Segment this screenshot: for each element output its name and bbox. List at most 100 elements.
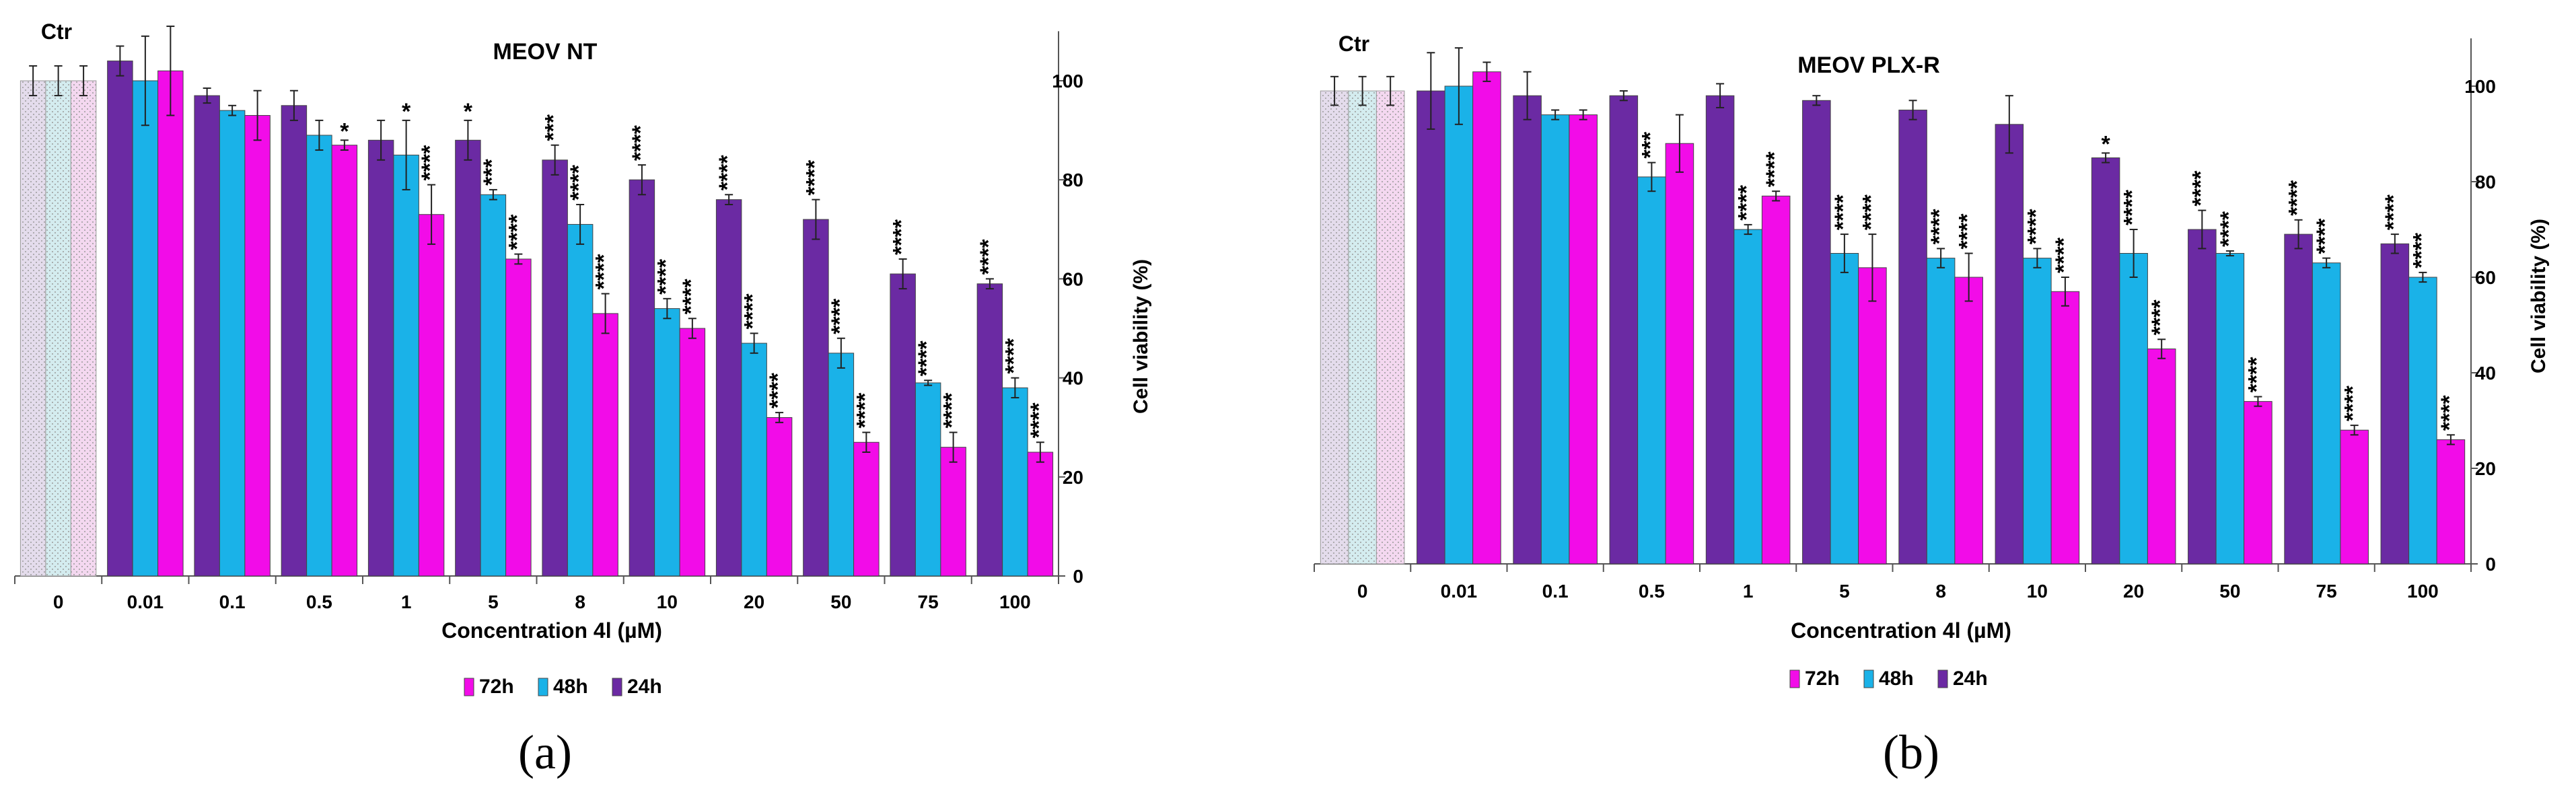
bar-24h: [1995, 124, 2024, 565]
bar-24h: [367, 139, 394, 577]
significance-label: *: [340, 118, 349, 144]
significance-label: ****: [2147, 299, 2173, 336]
bar-24h: [2380, 243, 2410, 565]
y-tick-label: 60: [1063, 268, 1083, 289]
y-tick-label: 40: [2475, 363, 2496, 384]
significance-label: ****: [653, 258, 678, 295]
control-label: Ctr: [41, 20, 72, 44]
bar-24h: [2188, 229, 2217, 565]
bar-72h: [244, 115, 271, 577]
significance-label: ****: [592, 254, 617, 290]
bar-48h: [1540, 114, 1570, 565]
significance-label: ****: [1001, 338, 1026, 374]
bar-72h: [1665, 143, 1694, 565]
bar-48h: [567, 223, 594, 577]
bar-72h: [2147, 349, 2176, 565]
y-tick-label: 80: [2475, 172, 2496, 192]
bar-72h: [1027, 452, 1054, 577]
panel-caption: (a): [518, 725, 572, 779]
x-tick-label: 0.01: [1441, 581, 1478, 602]
significance-label: ****: [566, 164, 592, 201]
bar-24h: [455, 139, 481, 577]
legend-label-48h: 48h: [553, 676, 588, 698]
legend-swatch-72h: [464, 678, 474, 696]
x-tick-label: 10: [657, 591, 678, 612]
bar-48h: [2119, 253, 2148, 565]
significance-label: ****: [1026, 402, 1052, 439]
significance-label: ****: [678, 279, 704, 315]
panel-caption: (b): [1883, 725, 1939, 779]
significance-label: ****: [2244, 357, 2269, 393]
x-tick-label: 20: [2123, 581, 2144, 602]
significance-label: ****: [765, 372, 791, 408]
significance-label: ****: [852, 392, 878, 429]
bar-48h: [828, 353, 855, 577]
x-tick-label: 75: [2316, 581, 2337, 602]
significance-label: ****: [939, 392, 965, 429]
x-tick-label: 0.01: [127, 591, 164, 612]
x-tick-label: 50: [2219, 581, 2240, 602]
x-tick-label: 5: [1839, 581, 1850, 602]
significance-label: ****: [2120, 189, 2145, 225]
x-axis-label: Concentration 4l (µM): [441, 618, 662, 643]
significance-label: ****: [2437, 395, 2462, 431]
y-tick-label: 100: [2464, 76, 2496, 97]
bar-48h: [2408, 277, 2437, 565]
significance-label: ****: [889, 219, 915, 255]
x-tick-label: 1: [401, 591, 412, 612]
x-tick-label: 0.5: [306, 591, 332, 612]
significance-label: ****: [1955, 213, 1980, 250]
chart-panel-b: MEOV PLX-R Concentration 4l (µM) Cell vi…: [1314, 32, 2550, 779]
bar-72h: [766, 417, 793, 577]
y-axis-label: Cell viability (%): [2528, 219, 2550, 373]
significance-label: ****: [2051, 237, 2077, 273]
significance-label: ****: [2285, 180, 2310, 216]
x-tick-label: 100: [2407, 581, 2439, 602]
bar-48h: [654, 308, 680, 577]
bar-24h: [1513, 95, 1542, 565]
y-tick-label: 40: [1063, 368, 1083, 389]
y-tick-label: 0: [1073, 566, 1083, 587]
bar-48h: [480, 194, 507, 577]
bar-24h-texture: [20, 81, 46, 576]
chart-title: MEOV NT: [493, 39, 598, 65]
x-tick-label: 0.1: [219, 591, 246, 612]
bar-72h: [2436, 439, 2466, 565]
chart-panel-a: MEOV NT Concentration 4l (µM) Cell viabi…: [14, 20, 1152, 779]
significance-label: *: [464, 99, 473, 124]
legend-swatch-48h: [1863, 670, 1874, 688]
chart-title: MEOV PLX-R: [1797, 52, 1940, 78]
bar-24h: [107, 61, 133, 577]
bar-48h: [132, 80, 159, 577]
x-axis-label: Concentration 4l (µM): [1791, 618, 2011, 643]
bar-24h: [1898, 110, 1927, 565]
legend-label-24h: 24h: [627, 676, 662, 698]
significance-label: ****: [827, 298, 853, 334]
significance-label: ****: [2312, 218, 2338, 254]
significance-label: ****: [1734, 184, 1760, 221]
y-tick-label: 60: [2475, 267, 2496, 288]
legend-swatch-24h: [612, 678, 622, 696]
bar-72h: [940, 447, 966, 577]
y-tick-label: 20: [1063, 467, 1083, 488]
bar-24h: [281, 105, 308, 577]
significance-label: ***: [479, 158, 505, 185]
significance-label: ****: [504, 214, 530, 250]
bar-72h: [1761, 195, 1791, 565]
bar-72h: [1858, 267, 1887, 565]
bar-24h: [1705, 95, 1735, 565]
bar-48h: [1637, 176, 1666, 565]
bar-72h: [2244, 401, 2273, 565]
bar-48h: [2215, 253, 2245, 565]
bar-72h: [1472, 71, 1501, 565]
significance-label: ****: [914, 340, 939, 377]
significance-label: ****: [2216, 211, 2242, 247]
significance-label: ****: [801, 159, 827, 196]
x-tick-label: 10: [2027, 581, 2048, 602]
bar-48h: [393, 154, 419, 577]
bar-48h: [1926, 258, 1956, 565]
x-tick-label: 8: [1935, 581, 1946, 602]
x-tick-label: 75: [918, 591, 939, 612]
legend-label-72h: 72h: [479, 676, 514, 698]
